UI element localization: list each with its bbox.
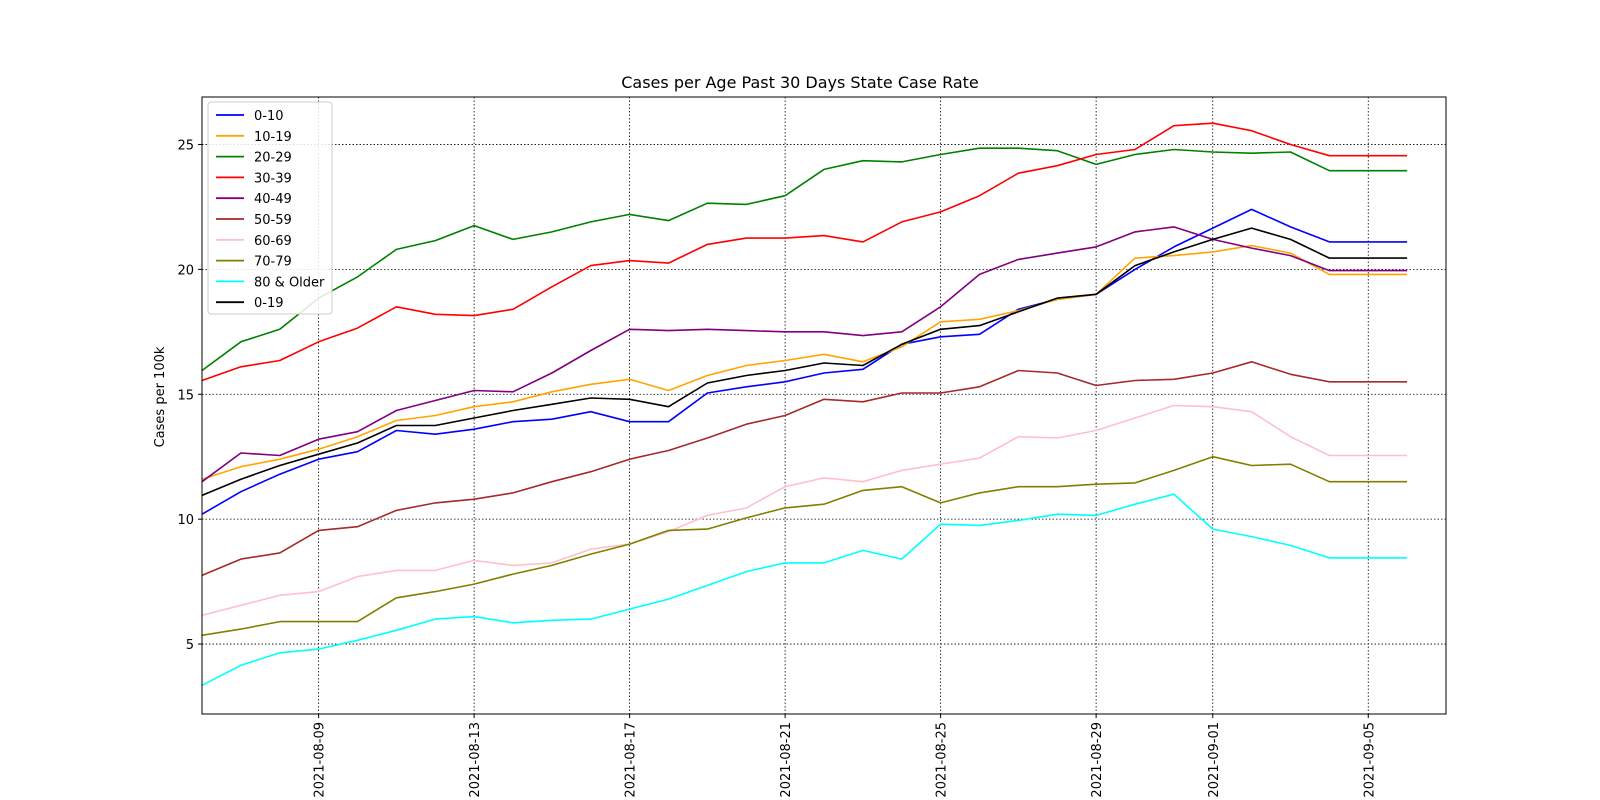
legend-label: 50-59	[254, 213, 292, 228]
series-line-7	[201, 404, 1408, 617]
x-tick-label: 2021-08-13	[468, 722, 483, 798]
legend-label: 20-29	[254, 151, 292, 166]
series-line-10	[201, 227, 1408, 497]
series-line-6	[201, 360, 1408, 577]
legend-label: 70-79	[254, 255, 292, 270]
series-line-2	[201, 244, 1408, 480]
legend-label: 0-19	[254, 296, 284, 311]
y-tick-label: 25	[177, 138, 194, 153]
legend-label: 0-10	[254, 109, 284, 124]
x-tick-label: 2021-08-21	[779, 722, 794, 798]
y-axis-label: Cases per 100k	[153, 346, 168, 447]
legend: 0-10 10-19 20-29 30-39 40-49 50-59 60-69 70-79 8…	[207, 101, 333, 315]
legend-label: 30-39	[254, 171, 292, 186]
x-tick-label: 2021-09-01	[1207, 722, 1222, 798]
y-tick-label: 20	[177, 263, 194, 278]
series-line-5	[201, 226, 1408, 483]
y-tick-label: 15	[177, 388, 194, 403]
x-tick-label: 2021-08-17	[624, 722, 639, 798]
ticks: 5 10 15 20 25 2021-08-09 2021-08-13 2021-08-17 2…	[177, 138, 1377, 797]
series-line-8	[201, 455, 1408, 637]
grid	[202, 97, 1446, 714]
legend-label: 40-49	[254, 192, 292, 207]
series-lines	[201, 122, 1408, 687]
series-line-3	[201, 147, 1408, 372]
legend-label: 60-69	[254, 234, 292, 249]
plot-frame	[201, 96, 1447, 715]
series-line-1	[201, 208, 1408, 515]
legend-label: 80 & Older	[254, 275, 325, 290]
legend-label: 10-19	[254, 130, 292, 145]
x-tick-label: 2021-09-05	[1362, 722, 1377, 798]
x-tick-label: 2021-08-29	[1090, 722, 1105, 798]
y-tick-label: 10	[177, 513, 194, 528]
chart-title: Cases per Age Past 30 Days State Case Ra…	[621, 73, 979, 92]
series-line-4	[201, 122, 1408, 382]
x-tick-label: 2021-08-25	[935, 722, 950, 798]
series-line-9	[201, 493, 1408, 687]
y-tick-label: 5	[186, 638, 194, 653]
x-tick-label: 2021-08-09	[313, 722, 328, 798]
